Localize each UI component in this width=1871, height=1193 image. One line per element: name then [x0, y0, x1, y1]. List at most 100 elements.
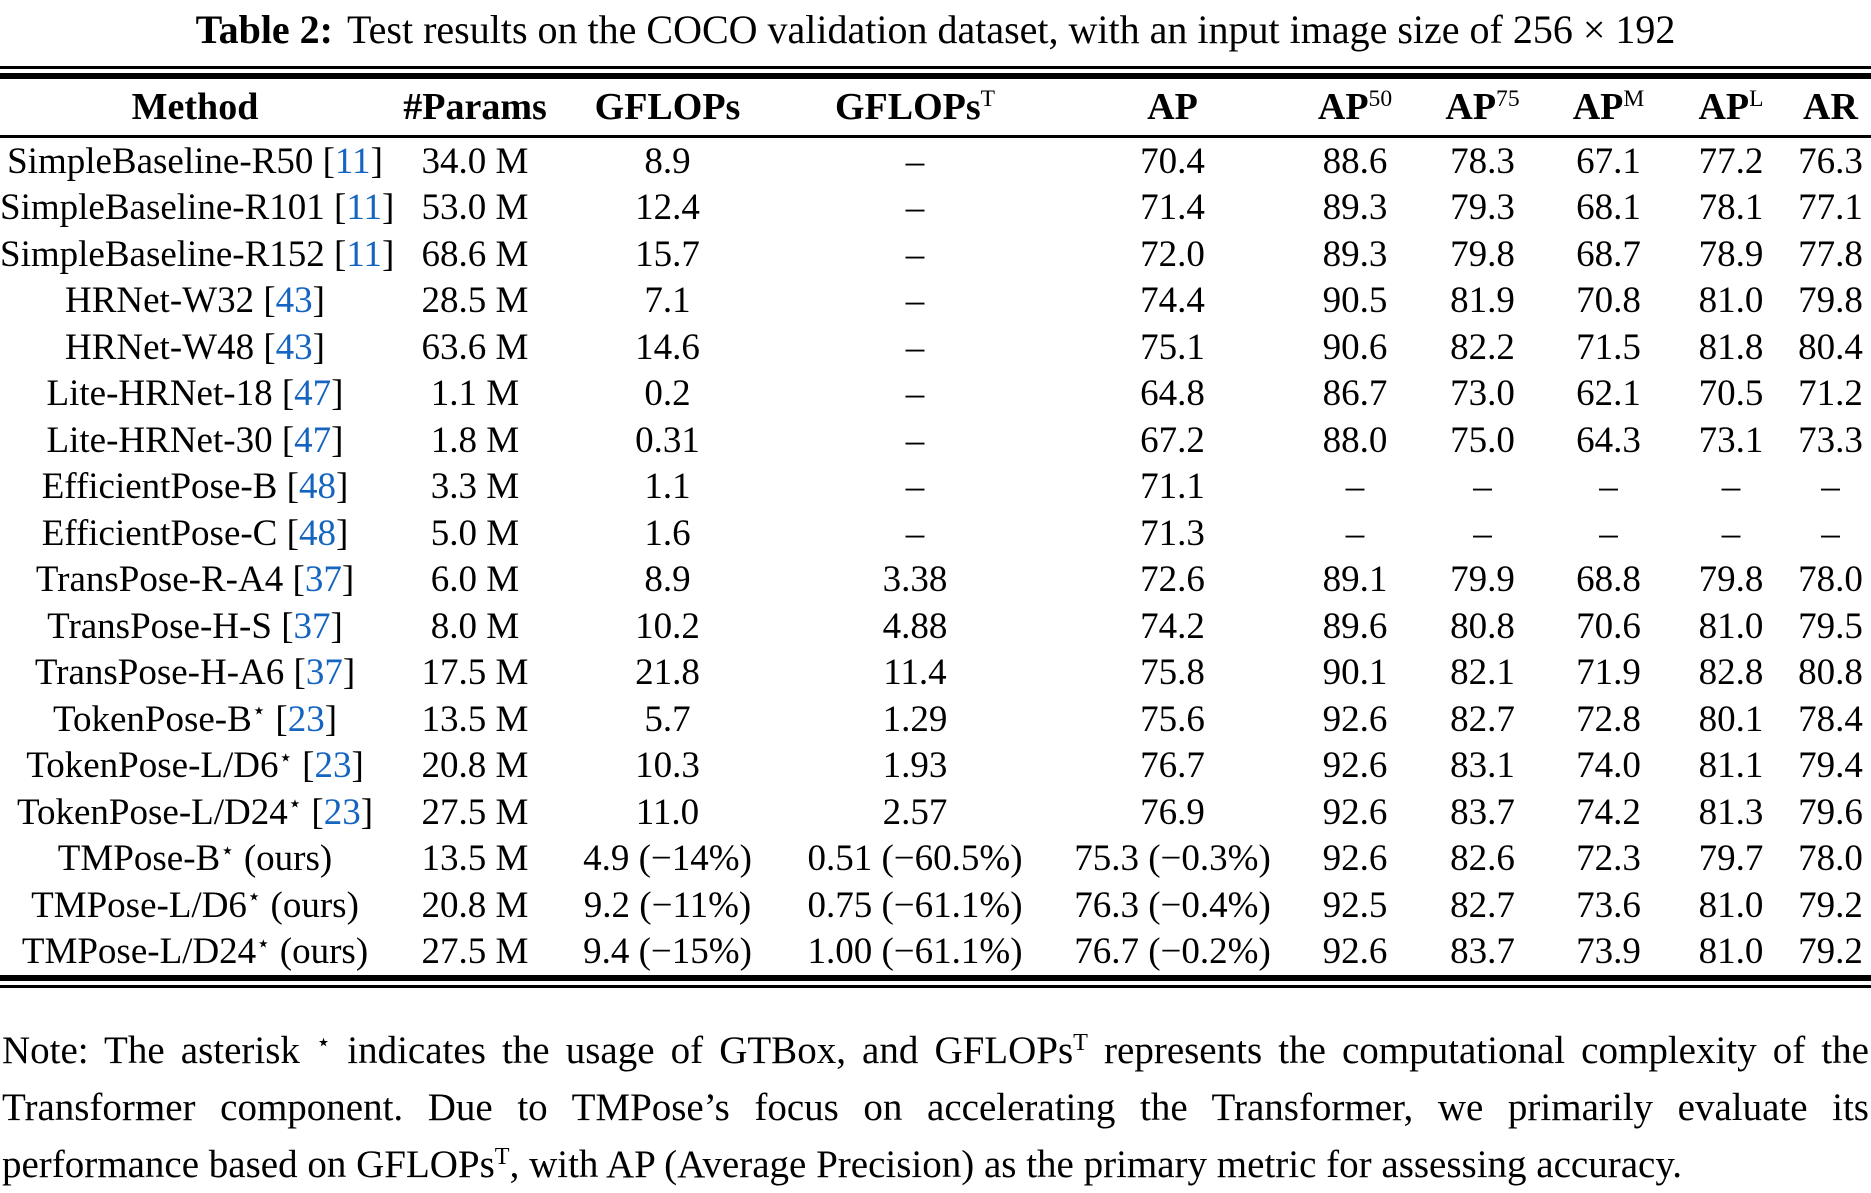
cell-apm: 73.9	[1576, 931, 1641, 973]
cell-method: SimpleBaseline-R101 [11]	[0, 187, 395, 229]
table-row: HRNet-W48 [43] 63.6 M 14.6 – 75.1 90.6 82.2 71.…	[0, 324, 1871, 371]
cell-ap: 64.8	[1140, 373, 1205, 415]
cell-apl: 81.3	[1698, 791, 1764, 833]
header-ap: AP	[1147, 86, 1198, 128]
cell-ap50: 92.6	[1322, 745, 1388, 787]
citation-link[interactable]: 37	[293, 605, 331, 647]
cell-gflops_t: –	[905, 419, 925, 461]
note-text: Note: The asterisk ⋆ indicates the usage…	[2, 1028, 1869, 1186]
cell-apl: 70.5	[1698, 373, 1764, 415]
cell-ar: –	[1821, 512, 1840, 554]
cell-ar: 77.8	[1798, 233, 1863, 275]
cell-ap: 71.3	[1140, 512, 1205, 554]
citation-link[interactable]: 11	[346, 233, 382, 275]
cell-ap75: 80.8	[1450, 605, 1515, 647]
citation-link[interactable]: 23	[287, 698, 325, 740]
cell-method: Lite-HRNet-30 [47]	[46, 419, 344, 461]
cell-gflops_t: 0.75 (−61.1%)	[807, 884, 1023, 926]
citation-link[interactable]: 43	[275, 326, 313, 368]
cell-gflops_t: 3.38	[882, 559, 948, 601]
citation-link[interactable]: 47	[294, 419, 332, 461]
cell-ar: 79.2	[1798, 884, 1863, 926]
cell-method: TokenPose-L/D24⋆ [23]	[16, 791, 374, 833]
cell-gflops: 10.2	[635, 605, 700, 647]
cell-ap75: –	[1473, 512, 1492, 554]
table-row: EfficientPose-B [48] 3.3 M 1.1 – 71.1 – – – – –	[0, 464, 1871, 511]
cell-gflops: 5.7	[644, 698, 691, 740]
cell-ap50: 88.6	[1322, 140, 1388, 182]
cell-method: SimpleBaseline-R50 [11]	[7, 140, 383, 182]
cell-ap50: 92.6	[1322, 838, 1388, 880]
citation-link[interactable]: 48	[298, 466, 336, 508]
cell-params: 34.0 M	[421, 140, 529, 182]
cell-ap: 74.4	[1140, 280, 1205, 322]
cell-params: 27.5 M	[421, 791, 529, 833]
header-gflops_t: GFLOPsT	[834, 86, 996, 128]
method-name: Lite-HRNet-18	[46, 373, 273, 415]
citation-link[interactable]: 47	[294, 373, 332, 415]
method-name: HRNet-W32	[65, 280, 255, 322]
table-row: TokenPose-L/D24⋆ [23] 27.5 M 11.0 2.57 76.9 9…	[0, 789, 1871, 836]
citation-link[interactable]: 11	[346, 187, 382, 229]
cell-apm: –	[1599, 466, 1618, 508]
cell-params: 20.8 M	[421, 745, 529, 787]
cell-ar: 78.0	[1798, 838, 1863, 880]
cell-apm: 71.5	[1576, 326, 1641, 368]
cell-ap75: 79.9	[1450, 559, 1515, 601]
cell-gflops: 15.7	[635, 233, 700, 275]
cell-gflops_t: 4.88	[882, 605, 948, 647]
cell-apm: 68.1	[1576, 187, 1641, 229]
cell-ap75: 83.7	[1450, 791, 1515, 833]
citation-link[interactable]: 23	[323, 791, 361, 833]
cell-method: Lite-HRNet-18 [47]	[46, 373, 344, 415]
cell-apl: –	[1721, 466, 1741, 508]
citation-link[interactable]: 11	[334, 140, 371, 182]
cell-gflops_t: –	[905, 373, 925, 415]
cell-ap75: –	[1473, 466, 1492, 508]
cell-ap75: 83.1	[1450, 745, 1515, 787]
cell-params: 28.5 M	[421, 280, 529, 322]
caption-text: Test results on the COCO validation data…	[347, 7, 1676, 52]
cell-gflops_t: –	[905, 512, 925, 554]
cell-gflops_t: 1.00 (−61.1%)	[807, 931, 1023, 973]
table-row: SimpleBaseline-R50 [11] 34.0 M 8.9 – 70.4 88.…	[0, 138, 1871, 185]
cell-gflops_t: 1.93	[882, 745, 948, 787]
cell-apm: 68.7	[1576, 233, 1641, 275]
cell-ap50: 89.3	[1322, 187, 1388, 229]
cell-apl: 73.1	[1698, 419, 1764, 461]
header-ar: AR	[1803, 86, 1858, 128]
citation-link[interactable]: 48	[298, 512, 336, 554]
gtbox-star: ⋆	[278, 744, 293, 770]
cell-ap75: 75.0	[1450, 419, 1515, 461]
header-apm: APM	[1572, 86, 1645, 128]
cell-apm: –	[1599, 512, 1618, 554]
cell-apm: 74.2	[1576, 791, 1641, 833]
cell-ap50: 92.6	[1322, 698, 1388, 740]
cell-apm: 64.3	[1576, 419, 1641, 461]
cell-apl: 81.0	[1698, 605, 1764, 647]
cell-gflops: 1.6	[644, 512, 691, 554]
cell-gflops: 9.4 (−15%)	[583, 931, 752, 973]
cell-ap75: 73.0	[1450, 373, 1515, 415]
bottom-rule-thick	[0, 975, 1871, 981]
citation-link[interactable]: 43	[275, 280, 313, 322]
table-row: SimpleBaseline-R101 [11] 53.0 M 12.4 – 71.4 8…	[0, 185, 1871, 232]
cell-ap50: 89.6	[1322, 605, 1388, 647]
cell-apm: 67.1	[1576, 140, 1641, 182]
cell-gflops: 9.2 (−11%)	[583, 884, 752, 926]
cell-ap: 75.1	[1140, 326, 1205, 368]
cell-ar: 79.6	[1798, 791, 1863, 833]
citation-link[interactable]: 37	[305, 652, 343, 694]
cell-params: 6.0 M	[430, 559, 520, 601]
cell-ar: 80.8	[1798, 652, 1863, 694]
cell-apm: 73.6	[1576, 884, 1641, 926]
table-row: Lite-HRNet-30 [47] 1.8 M 0.31 – 67.2 88.0 75.0…	[0, 417, 1871, 464]
gtbox-star: ⋆	[251, 698, 267, 724]
cell-method: EfficientPose-B [48]	[41, 466, 349, 508]
cell-params: 13.5 M	[421, 838, 529, 880]
cell-ap75: 81.9	[1450, 280, 1515, 322]
citation-link[interactable]: 23	[314, 745, 352, 787]
cell-gflops: 7.1	[644, 280, 691, 322]
table-row: TMPose-L/D6⋆ (ours) 20.8 M 9.2 (−11%) 0.75 …	[0, 882, 1871, 929]
citation-link[interactable]: 37	[304, 559, 342, 601]
